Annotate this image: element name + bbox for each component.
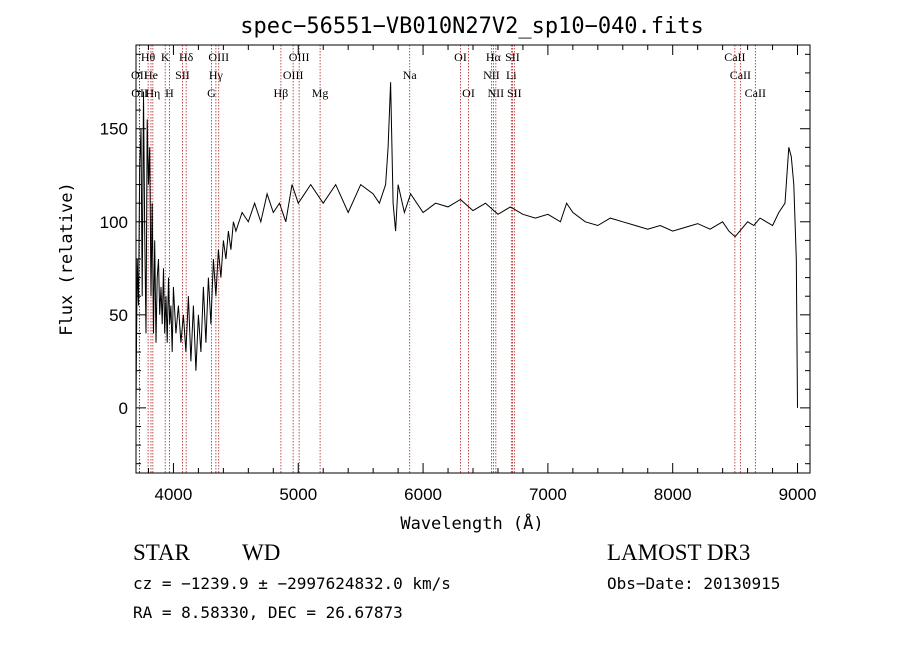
object-class: STAR — [133, 540, 191, 565]
x-ticks: 4000 5000 6000 7000 8000 9000 — [147, 45, 817, 504]
spectral-line-label: Hγ — [209, 68, 224, 82]
x-tick-label: 5000 — [279, 485, 317, 504]
x-tick-label: 9000 — [779, 485, 817, 504]
spectral-line-label: OI — [462, 86, 475, 100]
y-ticks: 0 50 100 150 — [100, 53, 810, 465]
spectrum-series-line — [135, 82, 798, 408]
spectral-line-label: Mg — [312, 86, 329, 100]
spectral-line-label: SII — [175, 68, 190, 82]
spectral-line-label: Hη — [145, 86, 160, 100]
spectral-line-label: Hα — [486, 50, 502, 64]
y-tick-label: 150 — [100, 120, 128, 139]
spectral-line-label: OIII — [283, 68, 304, 82]
spectral-line-label: OII — [131, 68, 148, 82]
plot-frame — [135, 44, 811, 474]
spectral-line-label: He — [144, 68, 158, 82]
spectral-line-label: G — [207, 86, 216, 100]
spectral-line-label: OIII — [289, 50, 310, 64]
spectral-lines — [138, 45, 756, 473]
survey-name: LAMOST DR3 — [607, 540, 750, 565]
x-tick-label: 7000 — [529, 485, 567, 504]
spectral-line-label: Li — [506, 68, 517, 82]
coordinates: RA = 8.58330, DEC = 26.67873 — [133, 603, 403, 622]
spectral-line-label: CaII — [730, 68, 751, 82]
spectral-line-label: OIII — [208, 50, 229, 64]
spectral-line-label: Hβ — [274, 86, 289, 100]
spectral-line-label: SII — [507, 86, 522, 100]
spectral-line-label: CaII — [724, 50, 745, 64]
x-tick-label: 8000 — [654, 485, 692, 504]
x-tick-label: 4000 — [155, 485, 193, 504]
spectral-line-label: K — [161, 50, 170, 64]
spectral-line-label: SII — [505, 50, 520, 64]
spectral-line-label: Na — [403, 68, 418, 82]
x-axis-label: Wavelength (Å) — [400, 512, 543, 534]
y-axis-label: Flux (relative) — [57, 182, 77, 336]
y-tick-label: 100 — [100, 213, 128, 232]
spectral-line-label: Hθ — [141, 50, 156, 64]
chart-title: spec−56551−VB010N27V2_sp10−040.fits — [240, 14, 704, 39]
y-tick-label: 50 — [109, 306, 128, 325]
spectral-line-label: Hδ — [179, 50, 194, 64]
spectral-line-label: NII — [483, 68, 500, 82]
y-tick-label: 0 — [119, 399, 128, 418]
spectral-line-label: OI — [454, 50, 467, 64]
redshift-line: cz = −1239.9 ± −2997624832.0 km/s — [133, 574, 451, 593]
spectral-line-label: NII — [488, 86, 505, 100]
spectral-line-label: H — [165, 86, 174, 100]
obs-date: Obs−Date: 20130915 — [607, 574, 780, 593]
x-tick-label: 6000 — [404, 485, 442, 504]
object-subclass: WD — [242, 540, 280, 565]
spectral-line-label: CaII — [745, 86, 766, 100]
